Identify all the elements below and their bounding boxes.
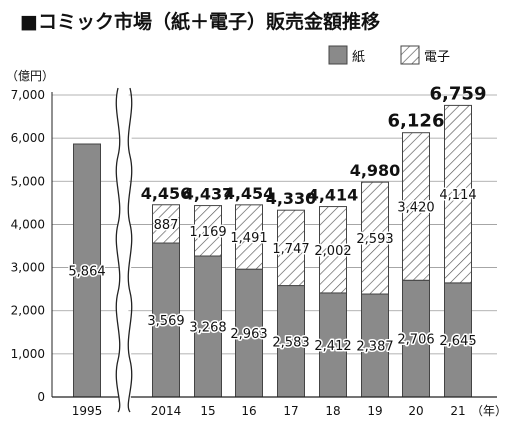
chart-title: ■コミック市場（紙＋電子）販売金額推移 [20,10,380,33]
y-tick-label: 6,000 [11,131,45,145]
legend-swatch-digital [400,45,420,65]
x-tick-label: 15 [200,404,215,418]
digital-value-label: 1,491 [230,231,267,246]
total-value-label: 4,980 [350,161,401,180]
total-value-label: 6,759 [430,83,487,104]
axis-break-gap [116,88,132,412]
bar-paper [277,285,305,398]
paper-value-label: 3,268 [189,321,226,336]
y-tick-label: 0 [37,390,45,404]
digital-value-label: 2,002 [314,244,351,259]
paper-value-label: 5,864 [68,265,105,280]
digital-value-label: 887 [154,218,179,233]
bar-digital [152,204,180,244]
x-tick-label: 17 [283,404,298,418]
total-value-label: 4,454 [224,184,275,203]
paper-value-label: 2,583 [272,335,309,350]
legend-label-paper: 紙 [352,50,365,65]
bar-paper [152,242,180,398]
total-value-label: 4,456 [141,184,192,203]
paper-value-label: 2,645 [439,334,476,349]
total-value-label: 6,126 [388,111,445,132]
y-tick-label: 1,000 [11,347,45,361]
paper-value-label: 2,412 [314,339,351,354]
legend-swatch-paper [328,45,348,65]
bar-paper [319,292,347,398]
paper-value-label: 2,387 [356,340,393,355]
axis-break-line-right [127,87,133,413]
y-tick-label: 4,000 [11,217,45,231]
digital-value-label: 2,593 [356,232,393,247]
paper-value-label: 3,569 [147,314,184,329]
x-tick-label: 18 [325,404,340,418]
y-axis-ticks: 0 1,000 2,000 3,000 4,000 5,000 6,000 7,000 [11,88,45,404]
digital-value-label: 1,169 [189,225,226,240]
bar-digital [402,132,430,281]
bar-paper [402,279,430,398]
total-value-label: 4,414 [308,186,359,205]
bar-digital [194,205,222,257]
bar-paper [361,293,389,398]
axis-break-line-left [115,87,121,413]
digital-value-label: 4,114 [439,188,476,203]
x-axis-ticks: 1995 2014 15 16 17 18 19 20 21 [72,404,466,418]
y-tick-label: 2,000 [11,304,45,318]
x-tick-label: 2014 [151,404,182,418]
legend: 紙 電子 [328,45,450,65]
axis-break [115,87,133,413]
x-tick-label: 19 [367,404,382,418]
bar-paper [194,255,222,398]
y-tick-label: 7,000 [11,88,45,102]
digital-value-label: 1,747 [272,242,309,257]
x-tick-label: 21 [450,404,465,418]
x-tick-label: 20 [408,404,423,418]
bar-digital [277,209,305,287]
y-axis-unit: （億円） [6,69,54,83]
legend-label-digital: 電子 [424,50,450,65]
bar-paper [235,268,263,398]
y-tick-label: 5,000 [11,174,45,188]
bar-digital [361,181,389,295]
y-tick-label: 3,000 [11,261,45,275]
bar-digital [444,104,472,284]
total-value-label: 4,437 [183,185,234,204]
x-axis-unit: （年） [471,404,506,418]
paper-value-label: 2,706 [397,333,434,348]
x-tick-label: 16 [241,404,256,418]
x-tick-label: 1995 [72,404,103,418]
total-value-label: 4,330 [266,189,317,208]
bar-digital [319,206,347,294]
digital-value-label: 3,420 [397,200,434,215]
paper-value-label: 2,963 [230,327,267,342]
bar-digital [235,204,263,270]
